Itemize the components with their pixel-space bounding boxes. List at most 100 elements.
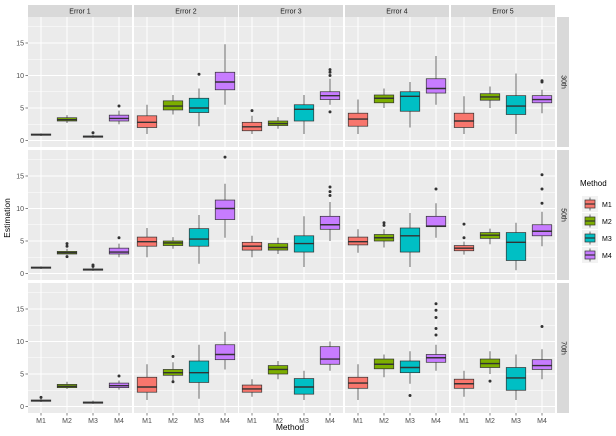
box-m4: [319, 346, 341, 365]
outlier-point-m2: [382, 223, 386, 227]
box-m4: [214, 344, 236, 361]
outlier-point-m4: [223, 155, 227, 159]
plot-layer: Error 1 Error 2 Error 3 Error 4 Error 5 30th 5…: [16, 5, 569, 425]
box-m1: [136, 376, 158, 393]
outlier-point-m4: [117, 236, 121, 240]
y-tick-label: 10: [16, 206, 24, 213]
facet-strip-30th: [557, 17, 569, 147]
x-tick-label: M4: [431, 418, 441, 425]
outlier-point-m2: [171, 380, 175, 384]
outlier-point-m3: [91, 131, 95, 135]
box-m3: [188, 360, 210, 383]
outlier-point-m4: [328, 185, 332, 189]
x-tick-label: M3: [194, 418, 204, 425]
y-tick-label: 5: [20, 239, 24, 246]
outlier-point-m2: [65, 244, 69, 248]
outlier-point-m4: [117, 104, 121, 108]
x-tick-label: M2: [168, 418, 178, 425]
box-m3: [505, 95, 527, 115]
x-tick-label: M1: [459, 418, 469, 425]
outlier-point-m2: [488, 379, 492, 383]
outlier-point-m4: [540, 201, 544, 205]
y-tick-label: 0: [20, 404, 24, 411]
outlier-point-m4: [434, 302, 438, 306]
outlier-point-m4: [540, 80, 544, 84]
facet-strip-error-4: [345, 5, 449, 17]
facet-strip-label: Error 3: [280, 9, 302, 16]
x-axis-title: Method: [276, 422, 305, 432]
panel-background: [239, 150, 343, 280]
outlier-point-m4: [540, 325, 544, 329]
x-tick-label: M2: [379, 418, 389, 425]
outlier-point-m3: [408, 393, 412, 397]
facet-strip-error-1: [28, 5, 132, 17]
facet-strip-label: Error 5: [492, 9, 514, 16]
legend-label-m3: M3: [602, 236, 612, 243]
x-tick-label: M3: [299, 418, 309, 425]
y-tick-label: 10: [16, 339, 24, 346]
box-m4: [425, 215, 447, 228]
x-tick-label: M1: [36, 418, 46, 425]
outlier-point-m4: [434, 333, 438, 337]
outlier-point-m2: [65, 242, 69, 246]
x-tick-label: M1: [353, 418, 363, 425]
legend-label-m2: M2: [602, 219, 612, 226]
outlier-point-m4: [328, 110, 332, 114]
y-tick-label: 5: [20, 372, 24, 379]
panel-background: [345, 283, 449, 413]
outlier-point-m4: [328, 68, 332, 72]
outlier-point-m1: [462, 222, 466, 226]
y-tick-label: 15: [16, 41, 24, 48]
box-m4: [531, 359, 553, 370]
x-tick-label: M4: [537, 418, 547, 425]
outlier-point-m4: [434, 315, 438, 319]
x-tick-label: M1: [142, 418, 152, 425]
outlier-point-m4: [434, 308, 438, 312]
y-tick-label: 5: [20, 106, 24, 113]
outlier-point-m2: [65, 255, 69, 259]
legend: Method M1 M2 M3 M4: [580, 179, 612, 263]
facet-strip-label: Error 4: [386, 9, 408, 16]
x-tick-label: M3: [405, 418, 415, 425]
box-m4: [319, 215, 341, 230]
legend-title: Method: [580, 179, 607, 188]
facet-row-label: 50th: [560, 208, 567, 222]
outlier-point-m4: [540, 187, 544, 191]
facet-strip-label: Error 2: [175, 9, 197, 16]
legend-label-m1: M1: [602, 202, 612, 209]
facet-strip-70th: [557, 283, 569, 413]
x-tick-label: M1: [247, 418, 257, 425]
panel-background: [345, 150, 449, 280]
box-m4: [214, 199, 236, 220]
facet-strip-error-5: [451, 5, 555, 17]
box-m4: [531, 224, 553, 237]
outlier-point-m3: [197, 72, 201, 76]
box-m3: [505, 367, 527, 391]
panel-background: [451, 283, 555, 413]
box-m3: [293, 104, 315, 122]
x-tick-label: M3: [88, 418, 98, 425]
facet-row-label: 70th: [560, 341, 567, 355]
y-tick-label: 15: [16, 174, 24, 181]
facet-row-label: 30th: [560, 75, 567, 89]
panel-background: [28, 283, 132, 413]
y-tick-label: 0: [20, 138, 24, 145]
box-m4: [108, 247, 130, 255]
facet-strip-error-3: [239, 5, 343, 17]
outlier-point-m4: [434, 187, 438, 191]
outlier-point-m4: [117, 374, 121, 378]
legend-label-m4: M4: [602, 253, 612, 260]
y-tick-label: 10: [16, 73, 24, 80]
outlier-point-m2: [382, 221, 386, 225]
box-m4: [214, 71, 236, 91]
panel-background: [451, 150, 555, 280]
box-m3: [399, 91, 421, 112]
outlier-point-m4: [328, 70, 332, 74]
outlier-point-m3: [91, 263, 95, 267]
x-tick-label: M2: [273, 418, 283, 425]
x-tick-label: M4: [325, 418, 335, 425]
facet-strip-50th: [557, 150, 569, 280]
outlier-point-m4: [328, 190, 332, 194]
x-tick-label: M4: [220, 418, 230, 425]
